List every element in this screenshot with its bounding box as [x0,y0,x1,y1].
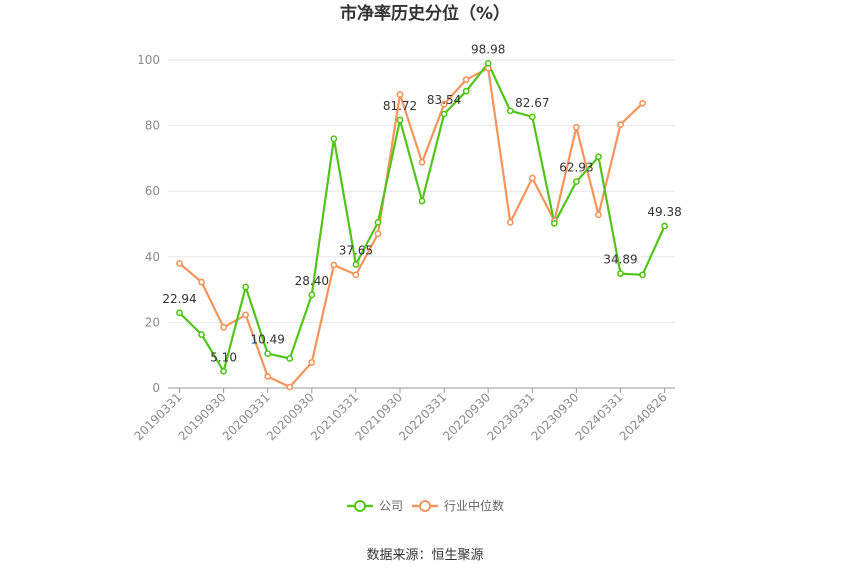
data-label: 81.72 [383,99,417,113]
data-point[interactable] [639,271,646,279]
data-point[interactable] [308,291,316,299]
data-point[interactable] [176,259,183,267]
data-point[interactable] [617,121,624,129]
data-point[interactable] [440,100,448,108]
data-point[interactable] [396,116,404,124]
data-label: 34.89 [603,253,637,267]
y-tick-label: 100 [137,53,160,67]
series-line-1 [178,67,644,389]
data-point[interactable] [352,261,360,268]
data-point[interactable] [176,309,183,317]
data-point[interactable] [352,271,360,279]
data-point[interactable] [639,99,646,107]
data-label: 37.65 [339,244,373,258]
y-axis: 0 20 40 60 80 100 [137,53,160,395]
data-label: 98.98 [471,42,505,56]
data-point[interactable] [264,350,272,357]
data-point[interactable] [286,383,294,391]
data-point[interactable] [374,230,382,238]
data-point[interactable] [617,270,624,277]
data-point[interactable] [220,367,227,375]
data-point[interactable] [462,76,470,84]
data-point[interactable] [308,359,316,366]
legend-item-company[interactable]: 公司 [347,499,403,513]
legend-marker-industry-median [419,500,431,512]
data-point[interactable] [198,331,205,338]
data-label: 62.93 [559,161,593,175]
data-label: 83.54 [427,93,461,107]
data-point[interactable] [550,219,558,227]
legend-marker-company [354,500,366,512]
data-point[interactable] [595,153,602,161]
series-points [176,59,668,391]
data-point[interactable] [242,311,250,319]
data-point[interactable] [506,107,514,115]
data-point[interactable] [374,218,382,226]
chart-title: 市净率历史分位（%） [340,3,510,24]
data-point[interactable] [484,59,492,67]
legend-label-industry-median: 行业中位数 [444,498,504,513]
data-label: 28.40 [295,274,329,288]
data-point[interactable] [506,218,514,226]
y-tick-label: 20 [145,315,160,329]
grid-lines [168,59,675,323]
data-point[interactable] [264,373,272,380]
data-labels: 22.94 5.10 10.49 28.40 37.65 81.72 83.54 98.98 8… [162,42,681,364]
data-source: 数据来源：恒生聚源 [366,548,483,563]
data-point[interactable] [286,355,294,362]
data-point[interactable] [440,110,448,118]
data-point[interactable] [330,261,338,269]
data-label: 82.67 [515,96,549,110]
data-label: 22.94 [162,292,196,306]
data-point[interactable] [573,123,580,131]
y-tick-label: 40 [145,250,160,264]
x-tick-label: 20240826 [617,390,670,443]
legend-label-company: 公司 [379,499,403,513]
data-point[interactable] [573,178,580,185]
x-axis: 2019033120190930202003312020093020210331… [132,387,675,443]
data-point[interactable] [595,211,602,219]
data-point[interactable] [330,135,338,143]
y-tick-label: 60 [145,184,160,198]
data-label: 10.49 [251,333,285,347]
data-point[interactable] [418,197,426,205]
legend-item-industry-median[interactable]: 行业中位数 [412,498,504,513]
data-point[interactable] [528,174,536,182]
data-point[interactable] [396,91,404,98]
data-point[interactable] [528,113,536,121]
data-point[interactable] [462,87,470,95]
y-tick-label: 80 [145,119,160,133]
data-point[interactable] [198,278,205,286]
data-point[interactable] [220,323,227,331]
series-line-0 [178,62,666,373]
data-label: 49.38 [647,205,681,219]
data-point[interactable] [242,283,250,291]
legend[interactable]: 公司 行业中位数 [347,498,504,513]
data-label: 5.10 [210,350,237,364]
data-point[interactable] [418,158,426,166]
y-tick-label: 0 [152,381,160,395]
data-point[interactable] [661,222,668,230]
